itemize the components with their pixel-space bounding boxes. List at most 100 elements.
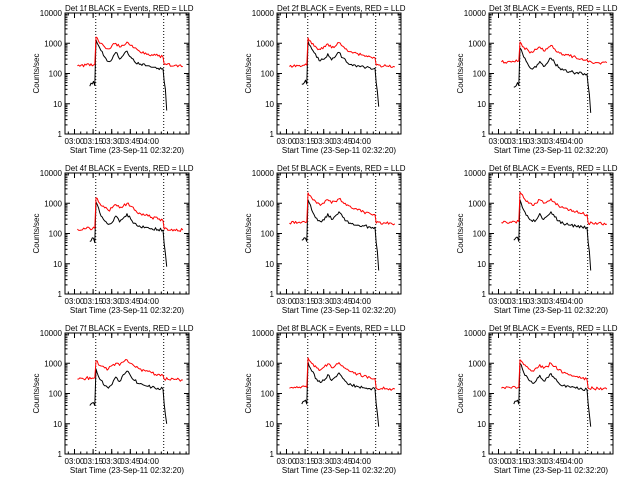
x-axis-label: Start Time (23-Sep-11 02:32:20): [282, 146, 396, 155]
series-lld-line: [501, 191, 607, 226]
chart-panel-det-7f: Det 7f BLACK = Events, RED = LLD 1 10 100 1…: [32, 324, 194, 475]
chart-title: Det 7f BLACK = Events, RED = LLD: [65, 324, 194, 333]
x-tick-label: 03:30: [102, 297, 123, 306]
x-tick-label: 03:45: [332, 137, 353, 146]
x-tick-label: 04:00: [139, 297, 160, 306]
y-tick-label: 100: [261, 390, 275, 399]
y-tick-label: 10000: [40, 9, 63, 18]
x-axis-label: Start Time (23-Sep-11 02:32:20): [494, 466, 608, 475]
y-tick-label: 10000: [252, 169, 275, 178]
x-axis-label: Start Time (23-Sep-11 02:32:20): [70, 146, 184, 155]
x-tick-label: 03:30: [314, 137, 335, 146]
x-axis-label: Start Time (23-Sep-11 02:32:20): [282, 466, 396, 475]
x-tick-label: 03:00: [276, 457, 297, 466]
x-tick-label: 03:15: [507, 297, 528, 306]
y-tick-label: 10: [477, 260, 486, 269]
x-tick-label: 03:00: [276, 297, 297, 306]
x-tick-label: 03:30: [102, 137, 123, 146]
series-lld-line: [501, 359, 608, 391]
y-axis-label: Counts/sec: [456, 213, 465, 253]
y-axis-label: Counts/sec: [32, 213, 41, 253]
plot-frame: [488, 172, 614, 295]
x-tick-label: 03:45: [120, 297, 141, 306]
x-tick-label: 03:45: [544, 457, 565, 466]
x-tick-label: 03:00: [488, 457, 509, 466]
y-tick-label: 1: [58, 450, 63, 459]
x-tick-label: 03:15: [83, 297, 104, 306]
x-tick-label: 03:45: [120, 137, 141, 146]
series-events-line: [513, 199, 592, 271]
y-tick-label: 10000: [464, 329, 487, 338]
x-tick-label: 03:15: [507, 457, 528, 466]
series-events-line: [301, 40, 380, 107]
y-tick-label: 10000: [40, 169, 63, 178]
y-tick-label: 10: [477, 100, 486, 109]
x-tick-label: 04:00: [351, 457, 372, 466]
x-tick-label: 04:00: [563, 137, 584, 146]
y-axis-label: Counts/sec: [456, 373, 465, 413]
y-axis-label: Counts/sec: [456, 53, 465, 93]
x-axis-label: Start Time (23-Sep-11 02:32:20): [282, 306, 396, 315]
y-tick-label: 1000: [44, 359, 62, 368]
y-tick-label: 10000: [40, 329, 63, 338]
y-tick-label: 1000: [44, 199, 62, 208]
chart-panel-det-2f: Det 2f BLACK = Events, RED = LLD 1 10 100 1…: [244, 4, 406, 155]
plot-frame: [276, 12, 402, 135]
y-tick-label: 10: [53, 420, 62, 429]
series-lld-line: [77, 359, 183, 382]
chart-panel-det-3f: Det 3f BLACK = Events, RED = LLD 1 10 100 1…: [456, 4, 618, 155]
y-axis-label: Counts/sec: [244, 373, 253, 413]
y-tick-label: 1: [58, 130, 63, 139]
x-tick-label: 03:00: [488, 297, 509, 306]
series-lld-line: [501, 41, 608, 65]
x-tick-label: 03:30: [526, 457, 547, 466]
plot-frame: [64, 332, 190, 455]
x-tick-label: 03:00: [276, 137, 297, 146]
x-tick-label: 04:00: [563, 457, 584, 466]
chart-title: Det 9f BLACK = Events, RED = LLD: [489, 324, 618, 333]
y-tick-label: 1000: [468, 359, 486, 368]
y-tick-label: 10000: [252, 329, 275, 338]
chart-title: Det 8f BLACK = Events, RED = LLD: [277, 324, 406, 333]
x-axis-label: Start Time (23-Sep-11 02:32:20): [494, 306, 608, 315]
x-axis-label: Start Time (23-Sep-11 02:32:20): [494, 146, 608, 155]
y-tick-label: 10: [53, 260, 62, 269]
series-lld-line: [289, 192, 396, 226]
x-tick-label: 04:00: [351, 137, 372, 146]
y-axis-label: Counts/sec: [244, 53, 253, 93]
series-events-line: [89, 368, 168, 424]
chart-panel-det-9f: Det 9f BLACK = Events, RED = LLD 1 10 100 1…: [456, 324, 618, 475]
y-tick-label: 10: [265, 100, 274, 109]
y-tick-label: 10000: [464, 9, 487, 18]
chart-title: Det 5f BLACK = Events, RED = LLD: [277, 164, 406, 173]
chart-title: Det 6f BLACK = Events, RED = LLD: [489, 164, 618, 173]
x-axis-label: Start Time (23-Sep-11 02:32:20): [70, 306, 184, 315]
x-tick-label: 04:00: [351, 297, 372, 306]
y-tick-label: 100: [473, 390, 487, 399]
y-tick-label: 100: [49, 70, 63, 79]
series-events-line: [301, 361, 380, 427]
y-tick-label: 10: [477, 420, 486, 429]
y-tick-label: 1000: [468, 39, 486, 48]
x-axis-label: Start Time (23-Sep-11 02:32:20): [70, 466, 184, 475]
x-tick-label: 03:15: [295, 137, 316, 146]
y-tick-label: 10000: [464, 169, 487, 178]
y-tick-label: 1000: [256, 199, 274, 208]
x-tick-label: 03:15: [83, 137, 104, 146]
chart-title: Det 2f BLACK = Events, RED = LLD: [277, 4, 406, 13]
x-tick-label: 03:45: [544, 137, 565, 146]
x-tick-label: 03:15: [295, 457, 316, 466]
x-tick-label: 03:45: [332, 457, 353, 466]
y-tick-label: 100: [261, 230, 275, 239]
y-tick-label: 100: [473, 230, 487, 239]
series-events-line: [89, 39, 168, 111]
x-tick-label: 03:30: [102, 457, 123, 466]
chart-panel-det-5f: Det 5f BLACK = Events, RED = LLD 1 10 100 1…: [244, 164, 406, 315]
series-lld-line: [289, 357, 396, 391]
y-tick-label: 1000: [256, 359, 274, 368]
y-tick-label: 1: [58, 290, 63, 299]
y-tick-label: 1000: [256, 39, 274, 48]
y-axis-label: Counts/sec: [32, 53, 41, 93]
y-tick-label: 10: [265, 420, 274, 429]
